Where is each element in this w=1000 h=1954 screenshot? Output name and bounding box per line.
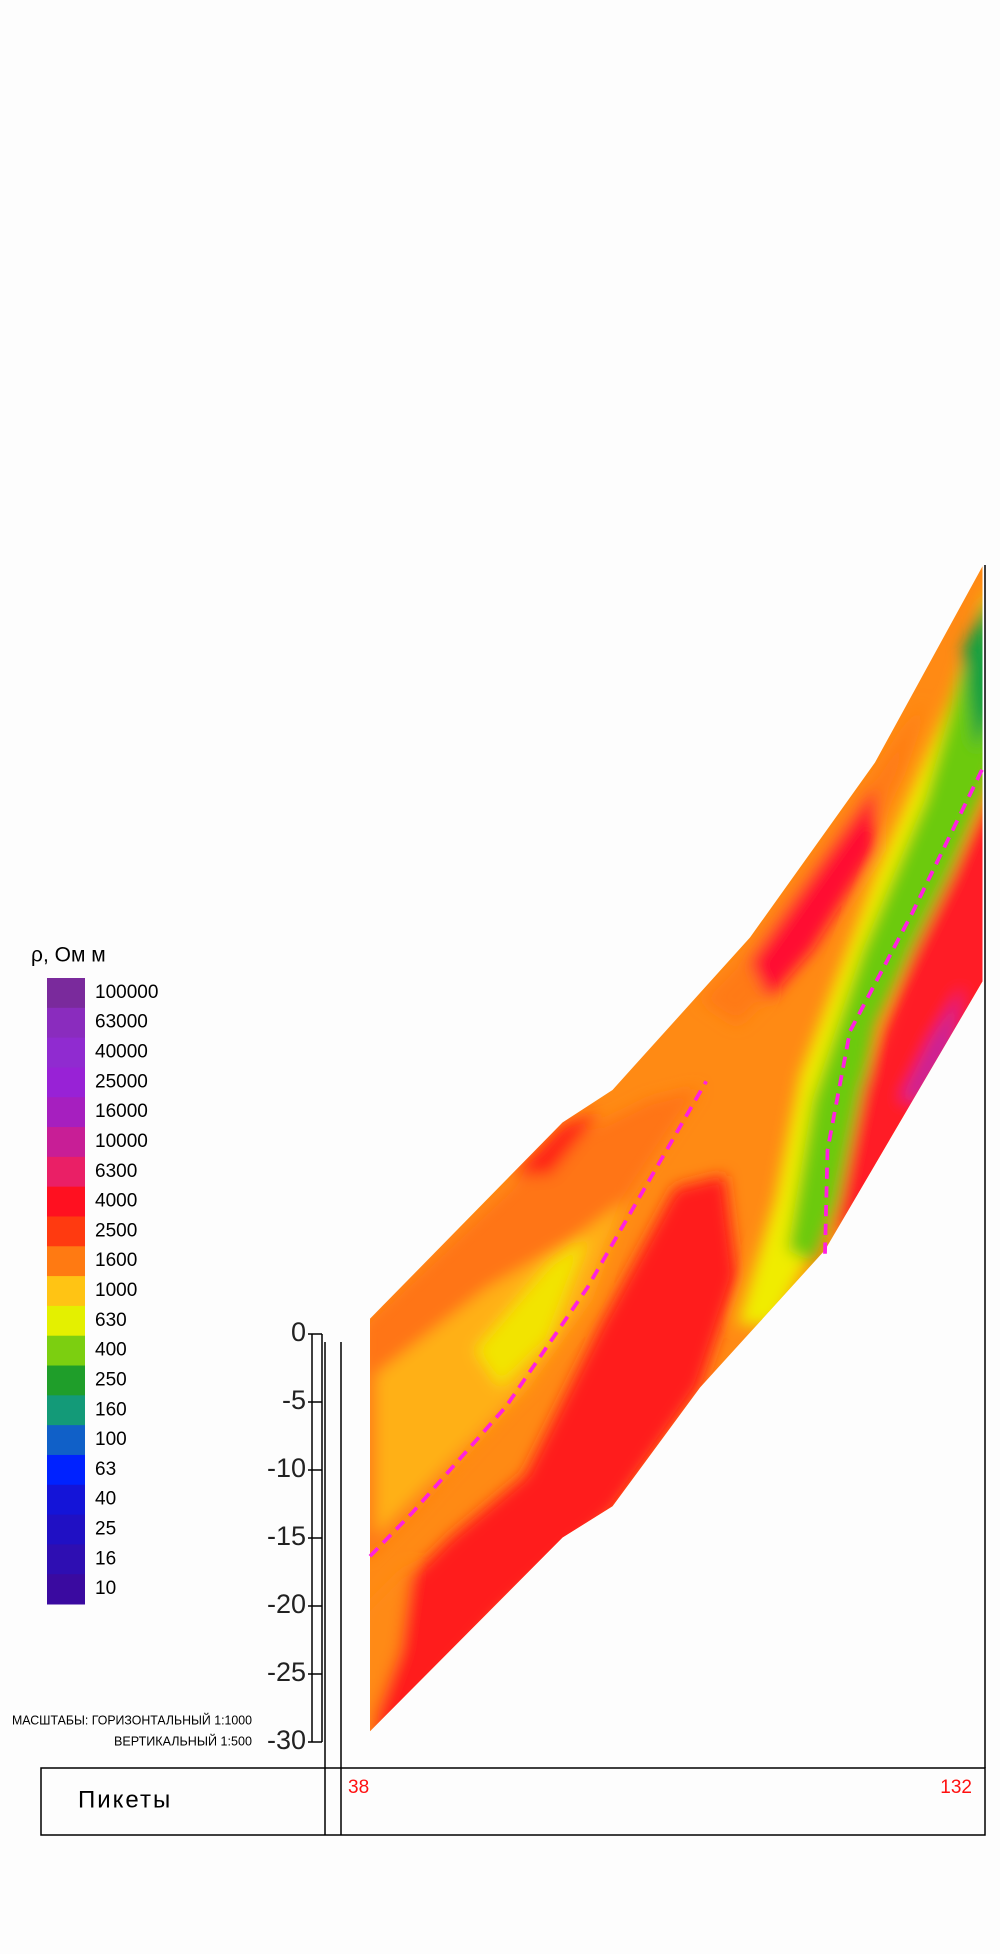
- depth-tick-label: -20: [267, 1589, 306, 1619]
- pickets-label: Пикеты: [78, 1786, 172, 1813]
- legend-label: 100000: [95, 982, 158, 1003]
- legend-label: 25000: [95, 1071, 148, 1092]
- legend-swatch: [47, 1246, 85, 1277]
- legend-label: 630: [95, 1310, 127, 1331]
- legend-label: 1000: [95, 1280, 137, 1301]
- legend-swatch: [47, 1186, 85, 1217]
- legend-label: 100: [95, 1429, 127, 1450]
- boundary-line: [368, 1080, 708, 1558]
- legend-label: 2500: [95, 1220, 137, 1241]
- legend-swatch: [47, 1395, 85, 1426]
- depth-tick-label: -25: [267, 1657, 306, 1687]
- legend-swatch: [47, 1276, 85, 1307]
- legend-label: 1600: [95, 1250, 137, 1271]
- legend-swatch: [47, 1335, 85, 1367]
- legend-swatch: [47, 1365, 85, 1396]
- legend-label: 63000: [95, 1012, 148, 1033]
- legend-swatch: [47, 1544, 85, 1575]
- legend-label: 4000: [95, 1191, 137, 1212]
- legend-label: 250: [95, 1369, 127, 1390]
- depth-tick-label: 0: [291, 1317, 306, 1347]
- legend-swatch: [47, 1425, 85, 1456]
- legend-label: 16000: [95, 1101, 148, 1122]
- legend-swatch: [47, 1097, 85, 1128]
- legend-label: 400: [95, 1340, 127, 1361]
- picket-end: 132: [940, 1777, 972, 1798]
- legend-swatch: [47, 1216, 85, 1247]
- depth-tick-label: -15: [267, 1521, 306, 1551]
- scale-vertical: ВЕРТИКАЛЬНЫЙ 1:500: [114, 1733, 252, 1748]
- legend-label: 16: [95, 1548, 116, 1569]
- legend-swatch: [47, 1037, 85, 1068]
- legend-label: 6300: [95, 1161, 137, 1182]
- legend-swatch: [47, 1007, 85, 1039]
- legend-swatch: [47, 1514, 85, 1545]
- legend-swatch: [47, 1305, 85, 1337]
- legend-label: 10000: [95, 1131, 148, 1152]
- legend-label: 40: [95, 1489, 116, 1510]
- legend-swatch: [47, 1127, 85, 1158]
- legend-swatch: [47, 1574, 85, 1605]
- legend-swatch: [47, 1484, 85, 1516]
- legend-label: 25: [95, 1518, 116, 1539]
- legend-label: 10: [95, 1578, 116, 1599]
- legend-swatch: [47, 1156, 85, 1188]
- resistivity-section: [368, 566, 985, 1732]
- legend-swatch: [47, 1454, 85, 1486]
- legend-label: 63: [95, 1459, 116, 1480]
- legend-swatch: [47, 1067, 85, 1098]
- legend-swatch: [47, 978, 85, 1009]
- picket-start: 38: [348, 1777, 369, 1798]
- depth-tick-label: -30: [267, 1725, 306, 1755]
- legend-title: ρ, Ом м: [31, 944, 106, 967]
- legend-label: 40000: [95, 1042, 148, 1063]
- depth-tick-label: -10: [267, 1453, 306, 1483]
- scale-horizontal: МАСШТАБЫ: ГОРИЗОНТАЛЬНЫЙ 1:1000: [12, 1712, 252, 1727]
- pickets-table: [40, 1767, 986, 1836]
- depth-tick-label: -5: [282, 1385, 306, 1415]
- legend-label: 160: [95, 1399, 127, 1420]
